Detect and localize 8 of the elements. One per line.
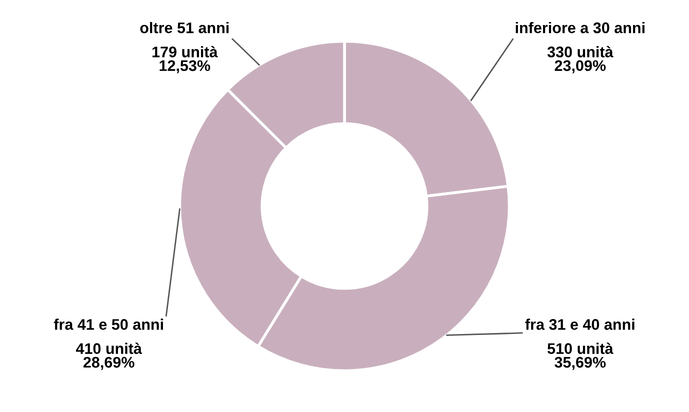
data-label: 510 unità 35,69% [548,342,614,370]
slice-label: oltre 51 anni [140,22,229,34]
data-label: 410 unità 28,69% [76,342,142,370]
slice-label: inferiore a 30 anni [516,22,644,34]
data-label: 179 unità 12,53% [152,46,218,74]
slice-label: fra 41 e 50 anni [54,318,163,330]
slice-label: fra 31 e 40 anni [525,318,634,330]
data-label: 330 unità 23,09% [547,46,614,74]
